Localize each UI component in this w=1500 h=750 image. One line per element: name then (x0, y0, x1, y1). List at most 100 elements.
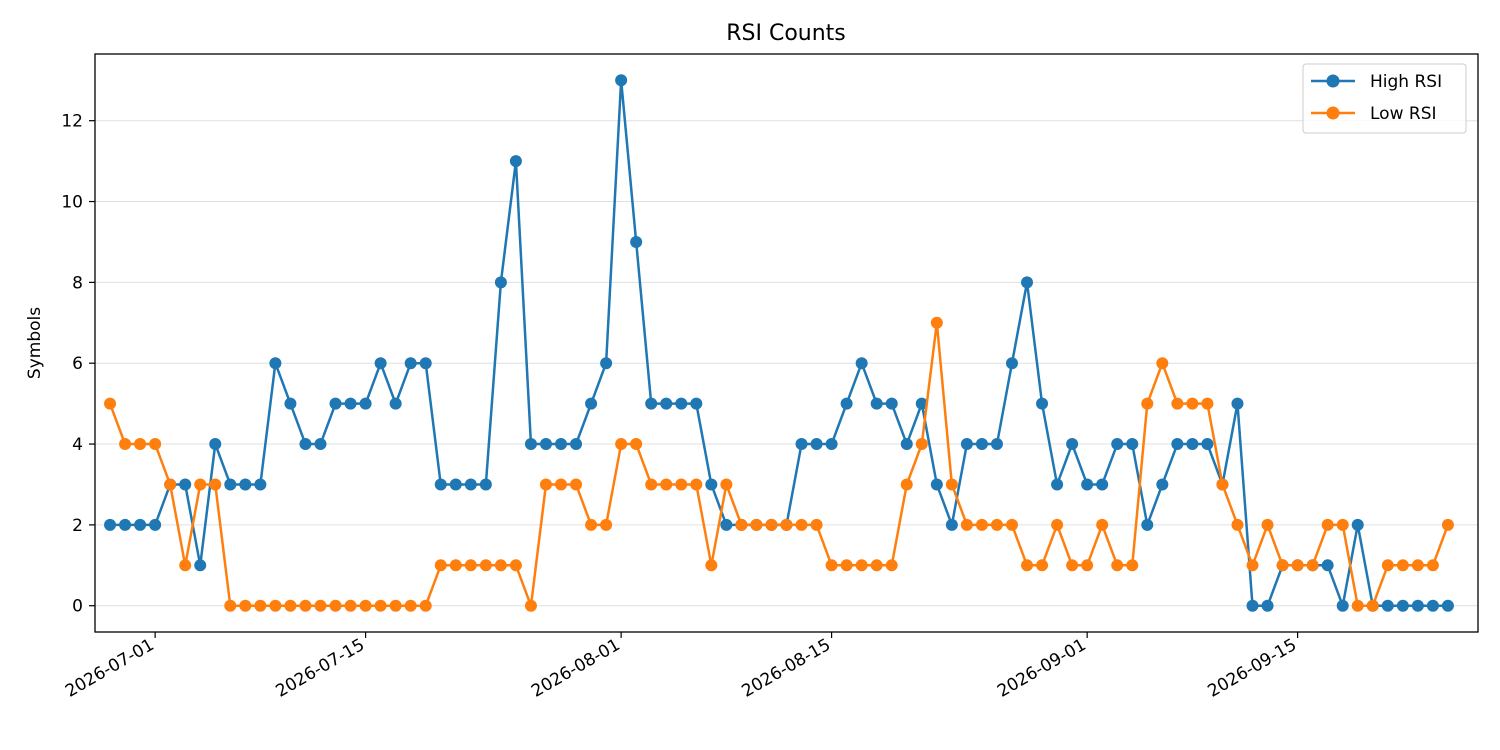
data-point-low-rsi (164, 478, 177, 491)
data-point-high-rsi (915, 397, 928, 410)
data-point-high-rsi (539, 438, 552, 451)
data-point-high-rsi (314, 438, 327, 451)
data-point-low-rsi (1411, 559, 1424, 572)
chart-title: RSI Counts (726, 21, 846, 46)
data-point-low-rsi (810, 518, 823, 531)
data-point-low-rsi (494, 559, 507, 572)
data-point-low-rsi (615, 438, 628, 451)
data-point-low-rsi (840, 559, 853, 572)
data-point-high-rsi (1156, 478, 1169, 491)
data-point-high-rsi (555, 438, 568, 451)
data-point-high-rsi (570, 438, 583, 451)
data-point-low-rsi (1396, 559, 1409, 572)
data-point-low-rsi (194, 478, 207, 491)
data-point-high-rsi (224, 478, 237, 491)
data-point-low-rsi (1005, 518, 1018, 531)
data-point-high-rsi (945, 518, 958, 531)
data-point-low-rsi (1141, 397, 1154, 410)
data-point-high-rsi (284, 397, 297, 410)
data-point-low-rsi (735, 518, 748, 531)
data-point-low-rsi (104, 397, 117, 410)
series-layer (104, 74, 1454, 612)
data-point-low-rsi (434, 559, 447, 572)
data-point-high-rsi (389, 397, 402, 410)
data-point-high-rsi (870, 397, 883, 410)
y-tick-label: 10 (61, 193, 83, 213)
data-point-low-rsi (1036, 559, 1049, 572)
data-point-low-rsi (1186, 397, 1199, 410)
data-point-high-rsi (675, 397, 688, 410)
data-point-high-rsi (1246, 599, 1259, 612)
y-tick-label: 12 (61, 112, 83, 132)
data-point-low-rsi (945, 478, 958, 491)
data-point-high-rsi (900, 438, 913, 451)
legend-label-high-rsi: High RSI (1370, 72, 1442, 92)
data-point-high-rsi (149, 518, 162, 531)
data-point-high-rsi (975, 438, 988, 451)
data-point-low-rsi (780, 518, 793, 531)
data-point-low-rsi (1276, 559, 1289, 572)
y-tick-label: 6 (72, 354, 83, 374)
legend-marker-high-rsi (1326, 74, 1340, 88)
data-point-low-rsi (825, 559, 838, 572)
data-point-low-rsi (960, 518, 973, 531)
data-point-high-rsi (930, 478, 943, 491)
data-point-low-rsi (1366, 599, 1379, 612)
data-point-high-rsi (1351, 518, 1364, 531)
legend: High RSI Low RSI (1302, 63, 1467, 134)
data-point-high-rsi (479, 478, 492, 491)
data-point-high-rsi (299, 438, 312, 451)
data-point-low-rsi (1381, 559, 1394, 572)
plot-frame (94, 53, 1479, 633)
data-point-low-rsi (585, 518, 598, 531)
legend-label-low-rsi: Low RSI (1370, 104, 1437, 124)
data-point-high-rsi (1066, 438, 1079, 451)
data-point-high-rsi (374, 357, 387, 370)
data-point-low-rsi (705, 559, 718, 572)
data-point-low-rsi (299, 599, 312, 612)
data-point-high-rsi (1411, 599, 1424, 612)
data-point-low-rsi (404, 599, 417, 612)
data-point-low-rsi (675, 478, 688, 491)
data-point-low-rsi (885, 559, 898, 572)
y-axis-label: Symbols (25, 307, 45, 379)
data-point-high-rsi (660, 397, 673, 410)
data-point-low-rsi (1246, 559, 1259, 572)
data-point-low-rsi (855, 559, 868, 572)
data-point-low-rsi (1156, 357, 1169, 370)
data-point-high-rsi (690, 397, 703, 410)
data-point-low-rsi (570, 478, 583, 491)
data-point-low-rsi (915, 438, 928, 451)
data-point-high-rsi (134, 518, 147, 531)
data-point-high-rsi (1201, 438, 1214, 451)
data-point-low-rsi (539, 478, 552, 491)
data-point-low-rsi (1231, 518, 1244, 531)
data-point-high-rsi (344, 397, 357, 410)
data-point-high-rsi (359, 397, 372, 410)
data-point-low-rsi (1096, 518, 1109, 531)
data-point-low-rsi (1261, 518, 1274, 531)
data-point-high-rsi (254, 478, 267, 491)
data-point-low-rsi (765, 518, 778, 531)
data-point-high-rsi (810, 438, 823, 451)
data-point-high-rsi (1051, 478, 1064, 491)
data-point-high-rsi (1426, 599, 1439, 612)
data-point-low-rsi (1171, 397, 1184, 410)
data-point-high-rsi (960, 438, 973, 451)
data-point-low-rsi (1126, 559, 1139, 572)
data-point-high-rsi (885, 397, 898, 410)
data-point-high-rsi (1396, 599, 1409, 612)
data-point-low-rsi (1441, 518, 1454, 531)
data-point-high-rsi (600, 357, 613, 370)
data-point-low-rsi (419, 599, 432, 612)
data-point-high-rsi (494, 276, 507, 289)
data-point-high-rsi (464, 478, 477, 491)
y-tick-label: 8 (72, 273, 83, 293)
data-point-high-rsi (630, 235, 643, 248)
data-point-low-rsi (479, 559, 492, 572)
data-point-low-rsi (1201, 397, 1214, 410)
data-point-low-rsi (239, 599, 252, 612)
data-point-high-rsi (209, 438, 222, 451)
data-point-high-rsi (1261, 599, 1274, 612)
